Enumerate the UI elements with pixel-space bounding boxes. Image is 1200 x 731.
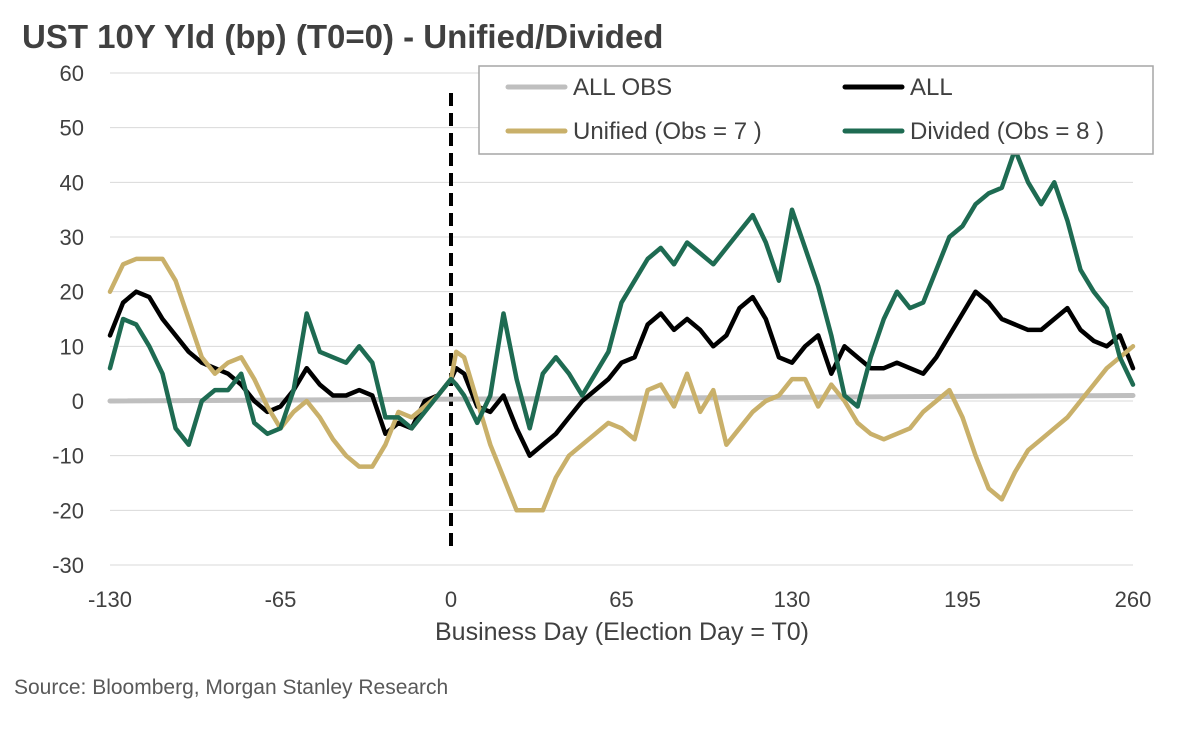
x-tick-label: 130 <box>774 587 811 612</box>
x-tick-label: 65 <box>609 587 633 612</box>
y-tick-label: 10 <box>60 334 84 359</box>
y-axis-ticks: -30 -20 -10 0 10 20 30 40 50 60 <box>52 61 84 578</box>
y-tick-label: 0 <box>72 389 84 414</box>
y-tick-label: 60 <box>60 61 84 86</box>
x-tick-label: -130 <box>88 587 132 612</box>
series-lines <box>107 147 1136 513</box>
x-tick-label: 260 <box>1115 587 1152 612</box>
legend-label: Divided (Obs = 8 ) <box>910 118 1104 145</box>
y-tick-label: -10 <box>52 444 84 469</box>
y-tick-label: 30 <box>60 225 84 250</box>
y-tick-label: 40 <box>60 170 84 195</box>
source-note: Source: Bloomberg, Morgan Stanley Resear… <box>14 676 449 699</box>
y-tick-label: -20 <box>52 498 84 523</box>
series-line-all-obs <box>107 393 1136 404</box>
legend-label: Unified (Obs = 7 ) <box>573 118 762 145</box>
x-axis-label: Business Day (Election Day = T0) <box>435 618 809 646</box>
legend: ALL OBS ALL Unified (Obs = 7 ) Divided (Obs… <box>478 65 1154 155</box>
legend-label: ALL <box>910 74 953 101</box>
x-tick-label: -65 <box>265 587 297 612</box>
series-line-divided-obs-8 <box>107 147 1136 447</box>
y-tick-label: -30 <box>52 553 84 578</box>
x-axis-ticks: -130 -65 0 65 130 195 260 <box>88 587 1151 612</box>
y-tick-label: 50 <box>60 116 84 141</box>
x-tick-label: 0 <box>445 587 457 612</box>
chart-title: UST 10Y Yld (bp) (T0=0) - Unified/Divide… <box>22 18 664 55</box>
series-line-all <box>107 289 1136 458</box>
legend-label: ALL OBS <box>573 74 672 101</box>
x-tick-label: 195 <box>944 587 981 612</box>
legend-box <box>478 65 1154 155</box>
y-tick-label: 20 <box>60 280 84 305</box>
